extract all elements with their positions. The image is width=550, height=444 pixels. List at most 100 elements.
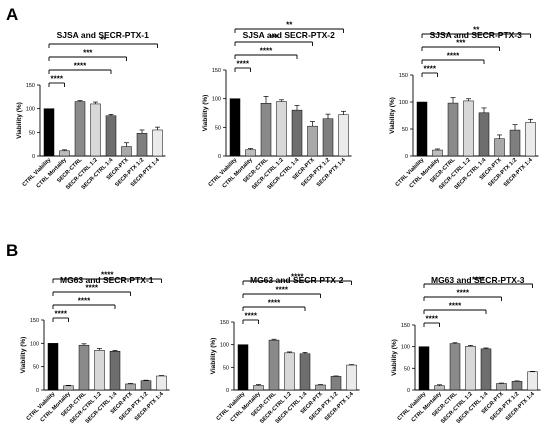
bar	[494, 138, 505, 157]
significance-label: ****	[51, 75, 64, 84]
bar	[330, 376, 342, 391]
significance-label: ****	[101, 271, 114, 280]
bar	[434, 385, 445, 391]
bar	[59, 150, 70, 157]
panel-letter-b: B	[6, 241, 18, 260]
bar	[63, 385, 74, 391]
y-tick-label: 150	[212, 68, 221, 74]
significance-label: ****	[86, 284, 99, 293]
chart-title: MG63 and SECR-PTX-1	[60, 275, 154, 285]
bar	[78, 344, 90, 391]
y-tick-label: 50	[402, 127, 408, 133]
chart-3: SJSA and SECR-PTX-3 0 50 100 150 Viability (%…	[389, 26, 539, 191]
bar	[245, 149, 256, 157]
y-tick-label: 150	[26, 83, 35, 89]
significance-label: ****	[268, 299, 281, 308]
significance-label: ***	[83, 49, 93, 58]
bar	[315, 384, 326, 391]
bar	[43, 108, 55, 157]
chart-title: MG63 and SECR-PTX-2	[250, 275, 344, 285]
bar	[322, 118, 334, 157]
y-tick-label: 150	[30, 318, 39, 324]
bar	[447, 102, 459, 157]
chart-2: SJSA and SECR-PTX-2 0 50 100 150 Viability (%…	[202, 21, 352, 191]
y-tick-label: 50	[404, 366, 410, 372]
y-axis-title: Viability (%)	[20, 337, 27, 374]
y-tick-label: 0	[218, 154, 221, 160]
significance-label: ****	[457, 289, 470, 298]
bar	[480, 348, 492, 391]
bar	[47, 343, 59, 391]
bar	[525, 122, 536, 157]
y-tick-label: 100	[30, 341, 39, 347]
significance-label: ****	[78, 297, 91, 306]
y-axis-title: Viability (%)	[16, 102, 23, 139]
significance-label: ****	[276, 286, 289, 295]
bar	[509, 129, 521, 157]
y-axis-title: Viability (%)	[391, 339, 398, 376]
bar	[136, 133, 148, 157]
bar	[276, 101, 287, 157]
panel-letter-a: A	[6, 5, 18, 24]
bar	[432, 149, 443, 157]
bar	[307, 125, 318, 157]
y-tick-label: 0	[407, 388, 410, 394]
y-tick-label: 100	[399, 100, 408, 106]
bar	[94, 350, 105, 391]
chart-title: MG63 and SECR-PTX-3	[431, 275, 525, 285]
chart-grid: SJSA and SECR-PTX-1 0 50 100 150 Viability (%…	[16, 21, 541, 425]
significance-label: ***	[456, 39, 466, 48]
y-axis-title: Viability (%)	[202, 95, 209, 132]
significance-label: ***	[269, 34, 279, 43]
y-tick-label: 0	[405, 154, 408, 160]
y-tick-label: 100	[212, 97, 221, 103]
x-tick-label: SECR-PTX 1:4	[134, 391, 166, 423]
significance-label: ****	[55, 310, 68, 319]
x-tick-label: SECR-PTX 1:4	[324, 391, 356, 423]
bar	[465, 345, 476, 391]
significance-label: ****	[291, 273, 304, 282]
bar	[121, 146, 132, 157]
bar	[105, 115, 117, 157]
y-tick-label: 0	[32, 154, 35, 160]
bar	[418, 346, 430, 391]
chart-4: MG63 and SECR-PTX-1 0 50 100 150 Viability (%…	[20, 271, 170, 425]
y-tick-label: 100	[401, 345, 410, 351]
y-tick-label: 150	[399, 73, 408, 79]
bar	[291, 109, 303, 157]
bar	[527, 371, 538, 391]
significance-label: **	[100, 36, 107, 45]
bar	[260, 103, 272, 157]
x-tick-label: SECR-PTX 1:4	[503, 157, 535, 189]
bar	[299, 353, 311, 391]
significance-label: ****	[449, 302, 462, 311]
chart-1: SJSA and SECR-PTX-1 0 50 100 150 Viability (%…	[16, 30, 166, 191]
chart-title: SJSA and SECR-PTX-3	[430, 30, 523, 40]
x-tick-label: SECR-PTX 1:4	[130, 157, 162, 189]
y-tick-label: 0	[226, 388, 229, 394]
y-tick-label: 100	[220, 343, 229, 349]
x-tick-label: SECR-PTX 1:4	[505, 391, 537, 423]
bar	[237, 344, 249, 391]
bar	[496, 383, 507, 391]
y-tick-label: 50	[215, 125, 221, 131]
bar	[478, 112, 490, 157]
bar	[416, 101, 428, 157]
y-axis-title: Viability (%)	[210, 338, 217, 375]
x-tick-label: SECR-PTX 1:4	[316, 157, 348, 189]
y-tick-label: 50	[223, 365, 229, 371]
significance-label: ****	[237, 60, 250, 69]
bar	[511, 381, 523, 391]
significance-label: ****	[245, 312, 258, 321]
bar	[140, 380, 152, 391]
chart-5: MG63 and SECR-PTX-2 0 50 100 150 Viability (%…	[210, 273, 360, 425]
y-tick-label: 100	[26, 107, 35, 113]
bar	[463, 100, 474, 157]
bar	[156, 375, 167, 391]
significance-label: **	[473, 26, 480, 35]
bar	[449, 343, 461, 391]
significance-label: ****	[426, 315, 439, 324]
chart-6: MG63 and SECR-PTX-3 0 50 100 150 Viability (%…	[391, 275, 541, 425]
bar	[268, 339, 280, 391]
